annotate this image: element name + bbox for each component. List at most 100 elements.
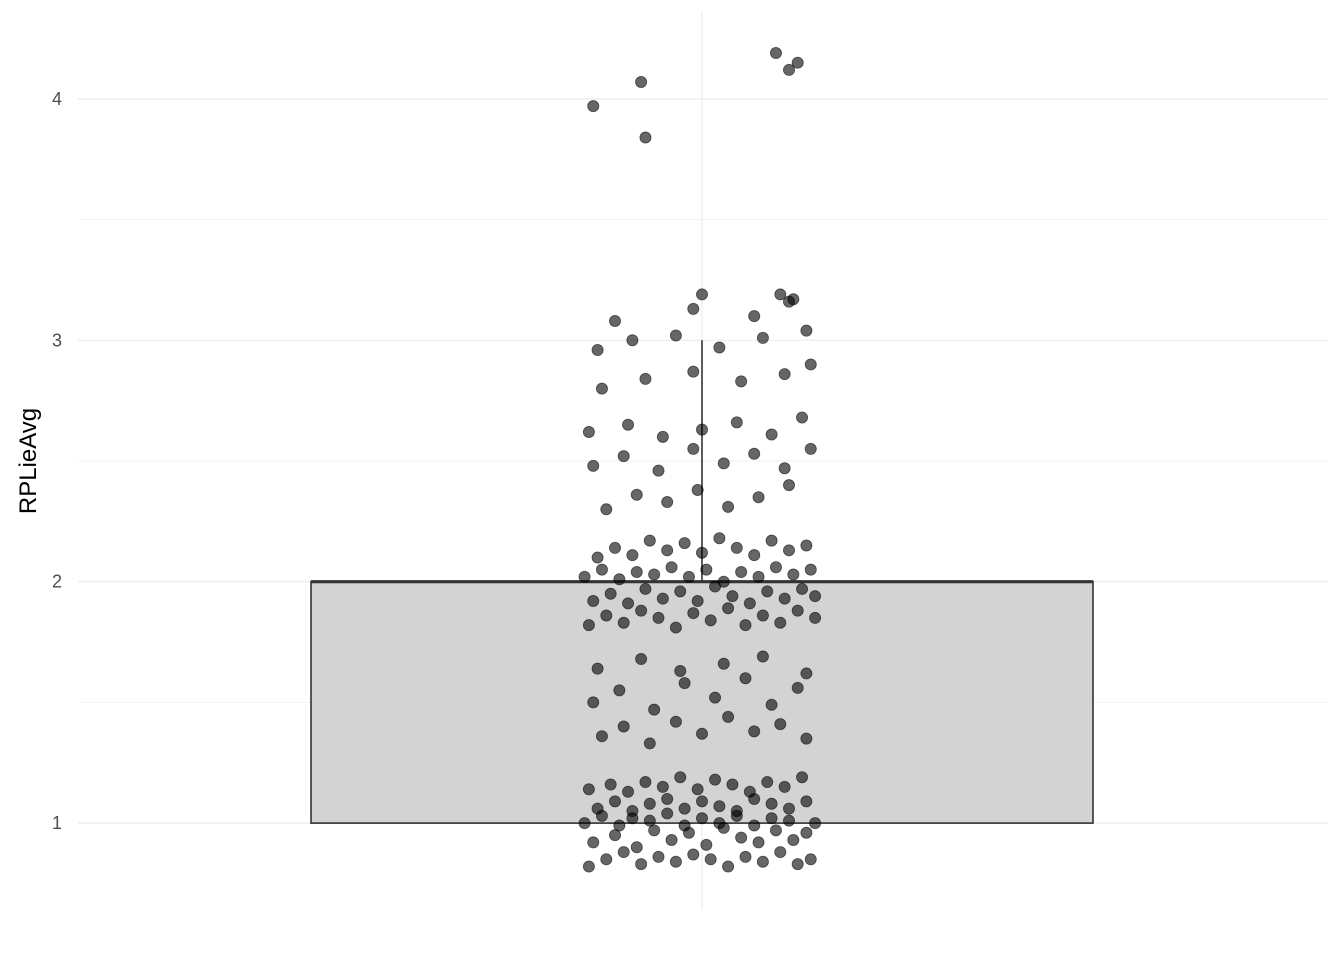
jitter-point bbox=[713, 817, 726, 830]
jitter-point bbox=[582, 619, 595, 632]
y-axis-title: RPLieAvg bbox=[15, 408, 42, 514]
jitter-point bbox=[582, 860, 595, 873]
jitter-point bbox=[709, 691, 722, 704]
box-body bbox=[310, 580, 1094, 824]
jitter-point bbox=[635, 858, 648, 871]
jitter-point bbox=[682, 570, 695, 583]
jitter-point bbox=[783, 544, 796, 557]
jitter-point bbox=[691, 595, 704, 608]
jitter-point bbox=[652, 611, 665, 624]
jitter-point bbox=[600, 853, 613, 866]
jitter-point bbox=[752, 836, 765, 849]
jitter-point bbox=[630, 488, 643, 501]
jitter-point bbox=[700, 563, 713, 576]
jitter-point bbox=[735, 566, 748, 579]
jitter-point bbox=[722, 710, 735, 723]
jitter-point bbox=[804, 358, 817, 371]
jitter-point bbox=[691, 483, 704, 496]
jitter-point bbox=[748, 447, 761, 460]
jitter-point bbox=[622, 785, 635, 798]
jitter-point bbox=[678, 802, 691, 815]
jitter-point bbox=[643, 814, 656, 827]
jitter-point bbox=[748, 819, 761, 832]
jitter-point bbox=[639, 131, 652, 144]
jitter-point bbox=[783, 802, 796, 815]
jitter-point bbox=[730, 805, 743, 818]
jitter-point bbox=[626, 334, 639, 347]
jitter-point bbox=[778, 592, 791, 605]
jitter-point bbox=[604, 587, 617, 600]
jitter-point bbox=[778, 780, 791, 793]
jitter-point bbox=[774, 718, 787, 731]
jitter-point bbox=[791, 681, 804, 694]
jitter-point bbox=[791, 56, 804, 69]
jitter-point bbox=[800, 539, 813, 552]
jitter-point bbox=[739, 850, 752, 863]
jitter-point bbox=[652, 850, 665, 863]
jitter-point bbox=[709, 773, 722, 786]
jitter-point bbox=[696, 727, 709, 740]
jitter-point bbox=[617, 846, 630, 859]
jitter-point bbox=[609, 795, 622, 808]
jitter-point bbox=[630, 841, 643, 854]
jitter-point bbox=[696, 812, 709, 825]
jitter-point bbox=[661, 544, 674, 557]
jitter-point bbox=[743, 597, 756, 610]
axis-layer: 1 2 3 4 bbox=[52, 89, 62, 833]
box-layer bbox=[310, 340, 1094, 824]
jitter-point bbox=[800, 732, 813, 745]
jitter-point bbox=[791, 604, 804, 617]
jitter-point bbox=[748, 310, 761, 323]
jitter-point bbox=[804, 853, 817, 866]
jitter-point bbox=[587, 696, 600, 709]
jitter-point bbox=[643, 737, 656, 750]
jitter-point bbox=[722, 602, 735, 615]
jitter-point bbox=[687, 442, 700, 455]
y-tick-label: 1 bbox=[52, 813, 62, 833]
jitter-point bbox=[643, 534, 656, 547]
jitter-point bbox=[713, 341, 726, 354]
jitter-point bbox=[735, 831, 748, 844]
jitter-point bbox=[587, 100, 600, 113]
jitter-point bbox=[783, 479, 796, 492]
jitter-point bbox=[674, 585, 687, 598]
jitter-point bbox=[722, 500, 735, 513]
jitter-point bbox=[669, 715, 682, 728]
jitter-point bbox=[591, 802, 604, 815]
jitter-point bbox=[717, 657, 730, 670]
jitter-point bbox=[591, 551, 604, 564]
jitter-point bbox=[635, 76, 648, 89]
jitter-point bbox=[778, 368, 791, 381]
jitter-point bbox=[752, 570, 765, 583]
jitter-point bbox=[800, 667, 813, 680]
jitter-point bbox=[626, 805, 639, 818]
jitter-point bbox=[635, 604, 648, 617]
jitter-point bbox=[726, 590, 739, 603]
jitter-point bbox=[604, 778, 617, 791]
jitter-point bbox=[626, 549, 639, 562]
jitter-point bbox=[648, 703, 661, 716]
jitter-point bbox=[700, 838, 713, 851]
jitter-point bbox=[704, 853, 717, 866]
jitter-point bbox=[800, 826, 813, 839]
jitter-point bbox=[656, 592, 669, 605]
jitter-point bbox=[783, 814, 796, 827]
jitter-point bbox=[787, 568, 800, 581]
jitter-point bbox=[587, 459, 600, 472]
jitter-point bbox=[774, 616, 787, 629]
jitter-point bbox=[800, 324, 813, 337]
jitter-point bbox=[791, 858, 804, 871]
jitter-point bbox=[804, 442, 817, 455]
jitter-point bbox=[617, 450, 630, 463]
jitter-point bbox=[639, 372, 652, 385]
jitter-point bbox=[748, 725, 761, 738]
jitter-point bbox=[578, 817, 591, 830]
jitter-point bbox=[595, 382, 608, 395]
jitter-point bbox=[582, 783, 595, 796]
jitter-point bbox=[595, 563, 608, 576]
jitter-point bbox=[595, 730, 608, 743]
jitter-point bbox=[809, 611, 822, 624]
jitter-point bbox=[687, 365, 700, 378]
jitter-point bbox=[717, 575, 730, 588]
